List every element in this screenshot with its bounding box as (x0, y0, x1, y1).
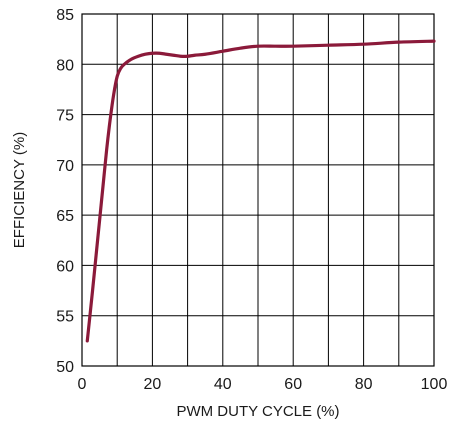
y-tick-label: 85 (56, 7, 74, 24)
y-axis-label: EFFICIENCY (%) (11, 132, 28, 248)
y-tick-labels: 50 55 60 65 70 75 80 85 (56, 7, 74, 376)
y-tick-label: 60 (56, 258, 74, 275)
x-tick-label: 20 (144, 376, 162, 393)
plot-frame (81, 13, 435, 367)
x-axis-label: PWM DUTY CYCLE (%) (176, 403, 339, 420)
efficiency-curve (85, 39, 436, 343)
x-tick-label: 100 (421, 376, 448, 393)
y-tick-label: 55 (56, 309, 74, 326)
x-tick-label: 80 (355, 376, 373, 393)
y-tick-label: 75 (56, 108, 74, 125)
x-tick-labels: 0 20 40 60 80 100 (78, 376, 448, 393)
y-tick-label: 80 (56, 57, 74, 74)
y-tick-label: 65 (56, 208, 74, 225)
x-tick-label: 0 (78, 376, 87, 393)
y-tick-label: 50 (56, 359, 74, 376)
y-tick-label: 70 (56, 158, 74, 175)
x-tick-label: 40 (214, 376, 232, 393)
x-tick-label: 60 (284, 376, 302, 393)
grid (82, 14, 434, 366)
